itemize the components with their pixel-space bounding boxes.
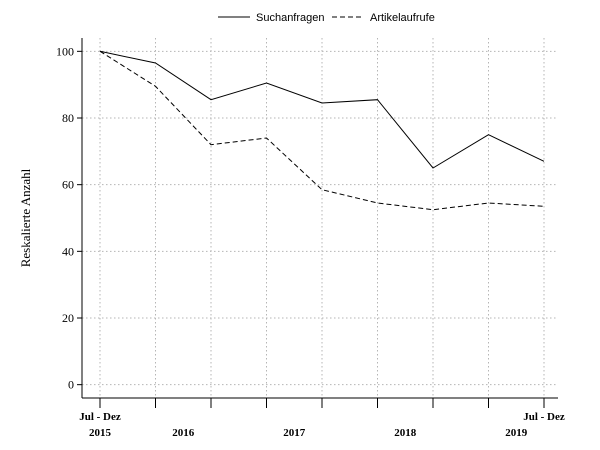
x-tick-label: 2015	[89, 427, 112, 439]
x-tick-label: 2019	[505, 427, 528, 439]
y-tick-label: 60	[62, 178, 74, 192]
series-line-suchanfragen	[99, 50, 545, 169]
x-tick-label: Jul - Dez	[79, 411, 121, 423]
legend: Suchanfragen Artikelaufrufe	[218, 12, 435, 24]
legend-entry: Artikelaufrufe	[370, 12, 435, 24]
x-tick-label: 2017	[283, 427, 306, 439]
y-axis-label: Reskalierte Anzahl	[18, 168, 33, 267]
x-tick-label: 2018	[394, 427, 417, 439]
y-tick-label: 0	[68, 378, 74, 392]
series-line-artikelaufrufe	[99, 50, 545, 211]
series-lines	[99, 50, 545, 211]
y-tick-label: 80	[62, 111, 74, 125]
legend-entry: Suchanfragen	[256, 12, 325, 24]
x-tick-label: 2016	[172, 427, 195, 439]
y-tick-label: 20	[62, 311, 74, 325]
grid	[82, 38, 558, 398]
axes: 0 20 40 60 80 100 Jul - Dez 2015 2016 2017 2018 201…	[56, 38, 565, 439]
y-tick-label: 40	[62, 244, 74, 258]
x-tick-label: Jul - Dez	[523, 411, 565, 423]
y-tick-label: 100	[56, 44, 74, 58]
